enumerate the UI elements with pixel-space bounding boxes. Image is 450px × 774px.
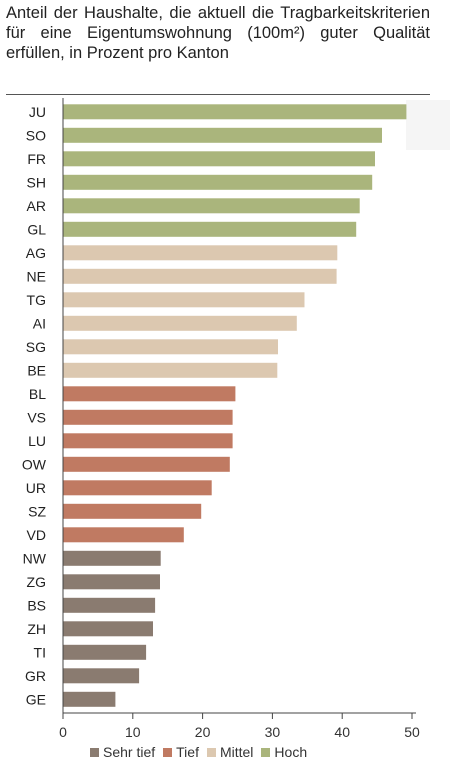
category-label-ge: GE (26, 691, 46, 707)
category-label-ti: TI (34, 644, 46, 660)
category-label-zh: ZH (27, 621, 46, 637)
legend-swatch (261, 747, 271, 757)
legend-item-hoch: Hoch (261, 744, 307, 760)
category-label-ju: JU (29, 104, 46, 120)
bar-ow (63, 456, 230, 472)
bar-fr (63, 151, 375, 167)
category-label-ag: AG (26, 245, 46, 261)
bar-nw (63, 550, 161, 566)
legend-item-mittel: Mittel (206, 744, 254, 760)
bar-sg (63, 339, 278, 355)
legend-label: Mittel (219, 744, 254, 760)
category-label-ur: UR (26, 480, 46, 496)
category-label-ne: NE (27, 268, 46, 284)
category-label-bl: BL (29, 386, 46, 402)
plot-backdrop (406, 100, 450, 150)
category-label-tg: TG (27, 292, 46, 308)
category-label-ai: AI (33, 315, 46, 331)
bar-zh (63, 621, 153, 637)
category-label-lu: LU (28, 433, 46, 449)
category-label-fr: FR (27, 151, 46, 167)
legend-label: Tief (176, 744, 199, 760)
legend-swatch (90, 747, 99, 757)
chart-title: Anteil der Haushalte, die aktuell die Tr… (6, 4, 430, 62)
bar-zg (63, 574, 160, 590)
bar-be (63, 362, 278, 378)
bar-bs (63, 597, 156, 613)
category-label-nw: NW (23, 550, 47, 566)
x-tick-label-0: 0 (59, 724, 67, 740)
bar-bl (63, 386, 236, 402)
x-tick-label-30: 30 (265, 724, 281, 740)
bar-ar (63, 198, 360, 214)
category-label-gl: GL (27, 221, 46, 237)
category-label-vs: VS (27, 409, 46, 425)
category-label-gr: GR (25, 668, 46, 684)
category-label-sh: SH (27, 174, 46, 190)
category-label-ar: AR (27, 198, 46, 214)
bar-ai (63, 315, 297, 331)
x-tick-label-50: 50 (404, 724, 420, 740)
legend-swatch (163, 747, 173, 757)
bar-ur (63, 480, 212, 496)
legend-label: Hoch (274, 744, 308, 760)
category-label-sz: SZ (28, 503, 46, 519)
x-tick-label-20: 20 (195, 724, 211, 740)
bar-ag (63, 245, 338, 261)
legend-label: Sehr tief (103, 744, 156, 760)
category-label-ow: OW (22, 456, 47, 472)
category-label-so: SO (26, 127, 46, 143)
bar-ne (63, 268, 337, 284)
category-label-sg: SG (26, 339, 46, 355)
legend-swatch (206, 747, 216, 757)
bar-ti (63, 644, 147, 660)
bar-tg (63, 292, 305, 308)
category-label-be: BE (27, 362, 46, 378)
legend-item-tief: Tief (163, 744, 199, 760)
x-tick-label-40: 40 (334, 724, 350, 740)
bar-vd (63, 527, 184, 543)
bar-sh (63, 174, 373, 190)
category-label-vd: VD (27, 527, 46, 543)
bar-ge (63, 691, 116, 707)
bar-sz (63, 503, 202, 519)
category-label-bs: BS (27, 597, 46, 613)
bar-so (63, 127, 382, 143)
title-divider (6, 94, 430, 95)
bar-vs (63, 409, 233, 425)
legend-item-sehr-tief: Sehr tief (90, 744, 155, 760)
bar-gr (63, 668, 140, 684)
chart-legend: Sehr tief Tief Mittel Hoch (90, 744, 315, 760)
x-tick-label-10: 10 (125, 724, 141, 740)
bar-lu (63, 433, 233, 449)
category-label-zg: ZG (27, 574, 46, 590)
bar-gl (63, 221, 357, 237)
bar-ju (63, 104, 407, 120)
